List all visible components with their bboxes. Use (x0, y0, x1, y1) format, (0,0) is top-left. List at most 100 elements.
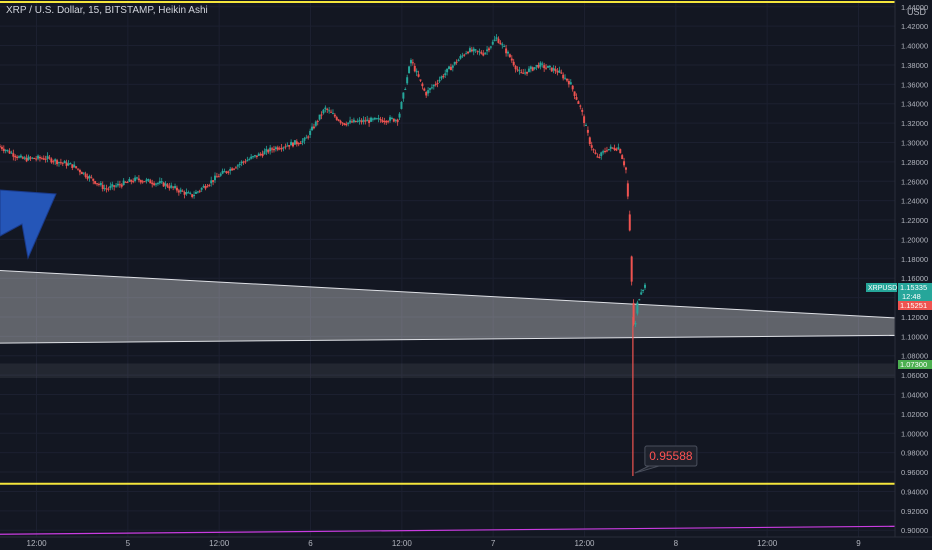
open-price-tag (898, 301, 932, 310)
candle-body (550, 67, 553, 72)
candle-body (413, 65, 416, 72)
candle-body (370, 117, 373, 122)
candle-body (172, 186, 175, 188)
candle-body (495, 37, 498, 39)
candle-body (423, 88, 426, 91)
candle-body (571, 85, 574, 90)
candle-body (377, 118, 380, 120)
candle-body (609, 146, 612, 149)
x-tick-label: 7 (491, 539, 496, 548)
candle-body (482, 53, 485, 56)
candle-body (468, 48, 471, 53)
candle-body (271, 148, 274, 150)
candle-body (280, 147, 283, 150)
candle-body (617, 147, 620, 150)
candle-body (130, 180, 133, 182)
candle-body (632, 302, 635, 325)
candle-body (246, 160, 249, 162)
candle-body (339, 120, 342, 123)
candle-body (560, 72, 563, 74)
candle-body (602, 151, 605, 153)
y-tick-label: 1.16000 (901, 274, 928, 283)
candle-body (6, 149, 9, 151)
candle-body (75, 166, 78, 168)
candle-body (143, 181, 146, 183)
candle-body (478, 51, 481, 53)
candle-body (605, 150, 608, 152)
candle-body (331, 113, 334, 115)
candle-body (428, 88, 431, 90)
candle-body (132, 181, 135, 183)
y-tick-label: 1.42000 (901, 22, 928, 31)
candle-body (457, 59, 460, 62)
candle-body (120, 184, 123, 187)
candle-body (642, 289, 645, 291)
candle-body (493, 39, 496, 42)
candle-body (35, 158, 38, 160)
candle-body (27, 156, 30, 160)
y-tick-label: 1.06000 (901, 371, 928, 380)
candle-body (387, 121, 390, 123)
candle-body (489, 46, 492, 48)
candle-body (80, 172, 83, 175)
candle-body (204, 185, 207, 189)
candle-body (166, 184, 169, 187)
y-tick-label: 1.10000 (901, 332, 928, 341)
candle-body (200, 188, 203, 190)
candle-body (440, 76, 443, 79)
candle-body (111, 184, 114, 187)
symbol-tag-text: XRPUSD (868, 285, 897, 292)
y-tick-label: 0.98000 (901, 449, 928, 458)
x-tick-label: 5 (126, 539, 131, 548)
candle-body (541, 63, 544, 65)
y-tick-label: 1.24000 (901, 197, 928, 206)
x-tick-label: 9 (856, 539, 861, 548)
candle-body (179, 189, 182, 192)
candle-body (459, 56, 462, 59)
candle-body (337, 119, 340, 121)
candle-body (333, 114, 336, 117)
candle-body (623, 161, 626, 166)
candle-body (347, 122, 350, 124)
x-tick-label: 12:00 (757, 539, 778, 548)
candle-body (284, 146, 287, 148)
candle-body (295, 141, 298, 145)
x-tick-label: 12:00 (574, 539, 595, 548)
candle-body (255, 155, 258, 158)
last-price-text: 1.15335 (900, 283, 927, 292)
candle-body (451, 65, 454, 68)
candle-body (368, 120, 371, 124)
candle-body (297, 143, 300, 145)
candle-body (312, 126, 315, 129)
y-tick-label: 1.08000 (901, 352, 928, 361)
candle-body (309, 130, 312, 136)
candle-body (371, 118, 374, 120)
candle-body (145, 179, 148, 182)
candle-body (546, 65, 549, 68)
candle-body (432, 84, 435, 87)
open-price-text: 1.15251 (900, 301, 927, 310)
candle-body (86, 176, 89, 179)
candle-body (94, 181, 97, 184)
candle-body (556, 71, 559, 73)
arrow-drawing (0, 189, 57, 260)
candle-body (335, 117, 338, 120)
candle-body (592, 149, 595, 151)
candle-body (510, 58, 513, 61)
candles (0, 34, 646, 477)
candle-body (474, 49, 477, 51)
symbol-tag (866, 283, 897, 292)
candle-body (52, 161, 55, 163)
candle-body (427, 90, 430, 94)
candle-body (185, 192, 188, 195)
candle-body (398, 113, 401, 118)
candle-body (537, 65, 540, 68)
candle-body (594, 152, 597, 155)
candle-body (10, 152, 13, 154)
candle-body (12, 153, 15, 157)
candle-body (23, 157, 26, 159)
candle-body (406, 77, 409, 84)
candle-body (25, 158, 28, 162)
candle-body (259, 153, 262, 155)
